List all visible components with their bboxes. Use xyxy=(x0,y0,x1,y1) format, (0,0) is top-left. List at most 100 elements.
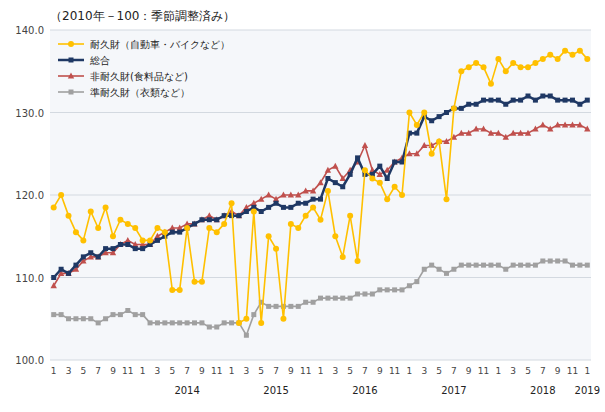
point xyxy=(199,279,205,285)
point xyxy=(170,320,175,325)
x-tick-label: 7 xyxy=(540,366,546,376)
point xyxy=(311,197,316,202)
point xyxy=(296,304,301,309)
point xyxy=(517,130,523,136)
point xyxy=(66,271,71,276)
point xyxy=(429,118,434,123)
series-line xyxy=(54,51,588,323)
point xyxy=(303,201,308,206)
x-tick-label: 3 xyxy=(332,366,338,376)
point xyxy=(577,121,583,127)
point xyxy=(443,138,449,144)
x-tick-label: 9 xyxy=(466,366,472,376)
point xyxy=(303,300,308,305)
point xyxy=(532,60,538,66)
point xyxy=(503,267,508,272)
point xyxy=(437,114,442,119)
point xyxy=(503,102,508,107)
point xyxy=(370,292,375,297)
point xyxy=(192,279,198,285)
x-tick-label: 7 xyxy=(451,366,457,376)
point xyxy=(474,263,479,268)
point xyxy=(207,217,212,222)
grid-line xyxy=(50,195,591,196)
point xyxy=(510,130,516,136)
point xyxy=(318,296,323,301)
y-tick-label: 100.0 xyxy=(15,355,44,366)
point xyxy=(110,246,115,251)
point xyxy=(199,217,204,222)
x-tick-label: 7 xyxy=(273,366,279,376)
year-label: 2015 xyxy=(263,385,288,396)
point xyxy=(525,64,531,70)
point xyxy=(59,267,64,272)
point xyxy=(570,263,575,268)
x-tick-label: 11 xyxy=(478,366,489,376)
point xyxy=(488,130,494,136)
point xyxy=(377,287,382,292)
point xyxy=(577,48,583,54)
point xyxy=(348,172,353,177)
grid-line xyxy=(50,30,591,31)
point xyxy=(414,131,419,136)
point xyxy=(155,238,160,243)
point xyxy=(362,142,368,148)
legend-marker xyxy=(68,41,74,47)
point xyxy=(81,316,86,321)
point xyxy=(274,304,279,309)
point xyxy=(125,242,130,247)
point xyxy=(562,48,568,54)
point xyxy=(80,237,86,243)
point xyxy=(385,176,390,181)
x-tick-label: 11 xyxy=(122,366,133,376)
point xyxy=(333,180,338,185)
point xyxy=(236,320,242,326)
x-tick-label: 5 xyxy=(258,366,264,376)
point xyxy=(177,287,183,293)
point xyxy=(266,233,272,239)
point xyxy=(170,230,175,235)
x-tick-label: 9 xyxy=(110,366,116,376)
point xyxy=(355,258,361,264)
grid-line xyxy=(50,277,591,278)
point xyxy=(214,325,219,330)
point xyxy=(458,130,464,136)
legend-marker xyxy=(69,90,74,95)
point xyxy=(547,126,553,132)
point xyxy=(110,312,115,317)
point xyxy=(510,60,516,66)
point xyxy=(533,263,538,268)
point xyxy=(51,282,57,288)
point xyxy=(51,275,56,280)
point xyxy=(222,320,227,325)
year-label: 2018 xyxy=(530,385,555,396)
x-tick-label: 7 xyxy=(184,366,190,376)
point xyxy=(147,237,153,243)
point xyxy=(451,106,456,111)
x-tick-label: 3 xyxy=(244,366,250,376)
point xyxy=(481,64,487,70)
point xyxy=(526,263,531,268)
point xyxy=(466,130,472,136)
point xyxy=(340,175,346,181)
point xyxy=(518,64,524,70)
point xyxy=(377,164,382,169)
point xyxy=(563,259,568,264)
point xyxy=(436,138,442,144)
point xyxy=(540,94,545,99)
point xyxy=(348,296,353,301)
point xyxy=(548,259,553,264)
point xyxy=(444,110,449,115)
point xyxy=(140,246,145,251)
point xyxy=(563,98,568,103)
point xyxy=(192,221,197,226)
point xyxy=(577,263,582,268)
point xyxy=(459,263,464,268)
point xyxy=(236,213,241,218)
legend-label: 非耐久財(食料品など) xyxy=(90,71,188,82)
y-tick-label: 110.0 xyxy=(15,273,44,284)
point xyxy=(481,98,486,103)
y-tick-label: 120.0 xyxy=(15,190,44,201)
point xyxy=(177,230,182,235)
point xyxy=(103,316,108,321)
